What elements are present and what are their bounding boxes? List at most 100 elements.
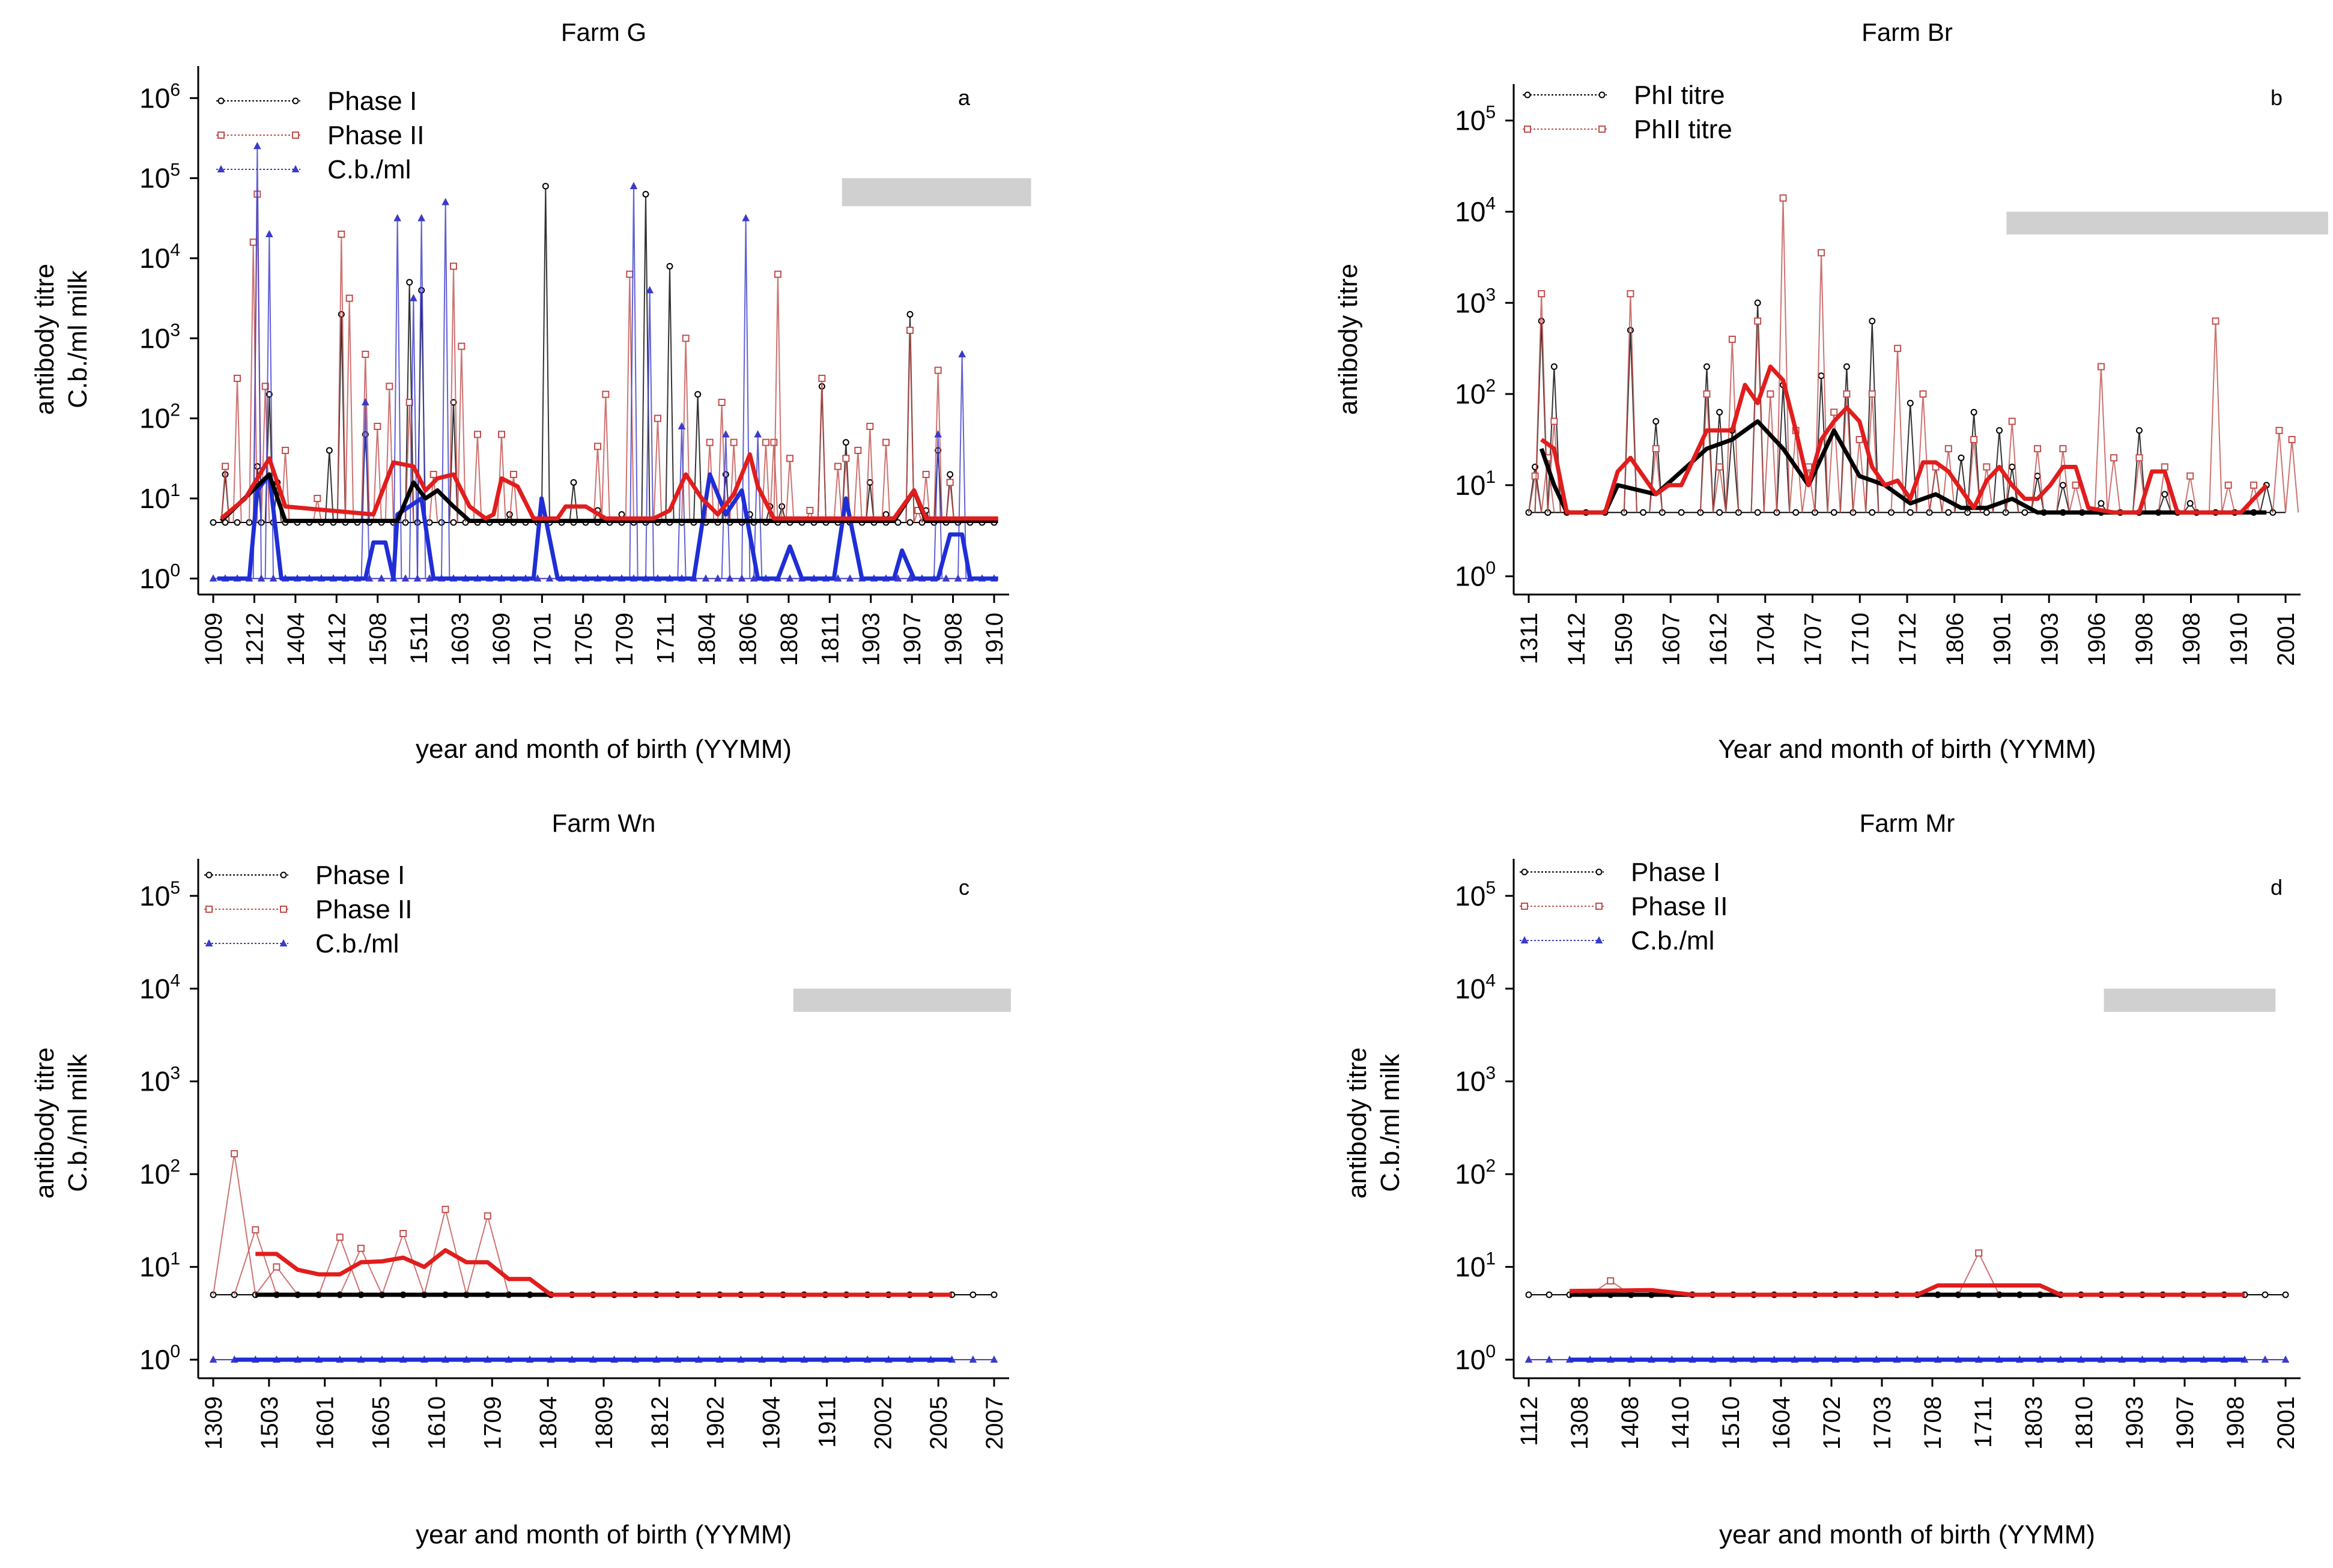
phase1-point (1830, 509, 1837, 516)
phase1-point (1996, 427, 2003, 434)
phase1-point (1869, 509, 1876, 516)
cb-point (265, 229, 273, 237)
y-axis-label: antibody titre (30, 1047, 59, 1199)
phase1-point (1958, 454, 1965, 461)
phase2-spike (865, 426, 875, 523)
phase2-point (834, 462, 842, 470)
y-tick-label: 100 (139, 560, 180, 594)
phase2-point (2212, 317, 2219, 325)
x-tick-label: 1605 (368, 1396, 395, 1450)
phase1-point (406, 279, 413, 286)
legend-label: Phase II (315, 895, 412, 924)
phase2-point (1830, 408, 1838, 416)
phase2-spike (785, 458, 795, 523)
phase2-point (2059, 445, 2067, 453)
phase1-point (210, 519, 217, 526)
y-axis-label: C.b./ml milk (63, 1053, 93, 1192)
x-tick-label: 1911 (814, 1396, 840, 1448)
panel-letter: d (2271, 875, 2283, 900)
phase2-spike (2272, 430, 2286, 513)
y-tick-label: 102 (1455, 376, 1496, 410)
legend-marker (205, 871, 213, 879)
chart-title: Farm G (561, 18, 646, 46)
x-tick-label: 2007 (981, 1396, 1008, 1450)
phase2-point (706, 438, 714, 446)
phase2-spike (2183, 476, 2197, 513)
phase2-point (441, 1205, 449, 1213)
x-tick-label: 1811 (817, 613, 843, 664)
phase2-point (252, 1226, 259, 1234)
phase1-point (234, 519, 241, 526)
cb-point (754, 430, 762, 438)
phase2-point (854, 447, 862, 454)
y-tick-label: 102 (139, 401, 180, 434)
phase1-point (1983, 509, 1990, 516)
phase2-point (2250, 481, 2258, 489)
legend-marker (279, 939, 288, 946)
x-tick-label: 1703 (1869, 1396, 1896, 1450)
x-tick-label: 1908 (2179, 613, 2205, 666)
phase1-spike (665, 266, 675, 523)
phase2-point (1855, 435, 1863, 443)
phase2-point (1627, 290, 1634, 298)
phase1-point (2034, 473, 2041, 480)
phase1-point (2161, 491, 2168, 498)
x-tick-label: 1510 (1718, 1396, 1744, 1450)
cb-point (362, 398, 369, 405)
y-tick-label: 105 (139, 878, 180, 912)
phase2-spike (234, 1227, 278, 1295)
x-tick-label: 1804 (694, 613, 720, 666)
x-tick-label: 1412 (324, 613, 350, 666)
legend-marker (280, 906, 287, 913)
phase1-point (2059, 482, 2066, 489)
phase2-point (1919, 390, 1927, 398)
phase1-point (666, 262, 673, 270)
phase2-spike (336, 234, 346, 523)
x-tick-label: 1702 (1819, 1396, 1845, 1450)
x-tick-label: 1910 (981, 613, 1008, 666)
phase1-point (1546, 1291, 1553, 1298)
x-tick-label: 1910 (2225, 613, 2252, 666)
phase2-spike (1750, 321, 1765, 513)
x-tick-label: 1308 (1567, 1396, 1593, 1450)
phase2-point (842, 455, 850, 462)
legend-label: C.b./ml (1631, 926, 1714, 955)
phase1-point (1818, 372, 1825, 380)
x-tick-label: 2005 (926, 1396, 952, 1450)
x-tick-label: 1604 (1768, 1396, 1795, 1450)
phase1-point (1703, 363, 1710, 371)
cb-point (678, 422, 686, 429)
phase1-spike (541, 186, 550, 523)
y-tick-label: 102 (139, 1156, 180, 1190)
x-tick-label: 1908 (2131, 613, 2158, 666)
phase2-point (1538, 290, 1546, 298)
phase2-point (718, 399, 726, 406)
cb-point (990, 1355, 998, 1363)
phase1-spike (693, 394, 703, 523)
phase2-point (1975, 1249, 1983, 1257)
y-tick-label: 100 (139, 1342, 180, 1375)
phase2-point (2097, 363, 2105, 371)
legend-label: Phase I (1631, 858, 1720, 887)
y-tick-label: 105 (1455, 103, 1496, 136)
legend-marker (1595, 868, 1603, 876)
phase1-point (2098, 500, 2105, 507)
phase1-point (570, 479, 577, 486)
phase2-point (1868, 390, 1876, 398)
phase2-point (234, 375, 241, 382)
cb-point (377, 574, 386, 582)
phase2-point (510, 471, 517, 478)
x-axis-label: Year and month of birth (YYMM) (1718, 734, 2096, 764)
x-tick-label: 2001 (2273, 613, 2299, 666)
phase2-point (1894, 345, 1902, 353)
x-tick-label: 1601 (312, 1396, 339, 1450)
phase2-point (498, 431, 505, 438)
phase2-point (1818, 249, 1825, 256)
chart-title: Farm Wn (552, 809, 656, 837)
phase2-spike (653, 418, 663, 523)
phase2-point (357, 1244, 365, 1252)
phase2-point (806, 507, 814, 514)
phase1-point (1525, 1291, 1532, 1298)
cb-point (630, 181, 638, 189)
